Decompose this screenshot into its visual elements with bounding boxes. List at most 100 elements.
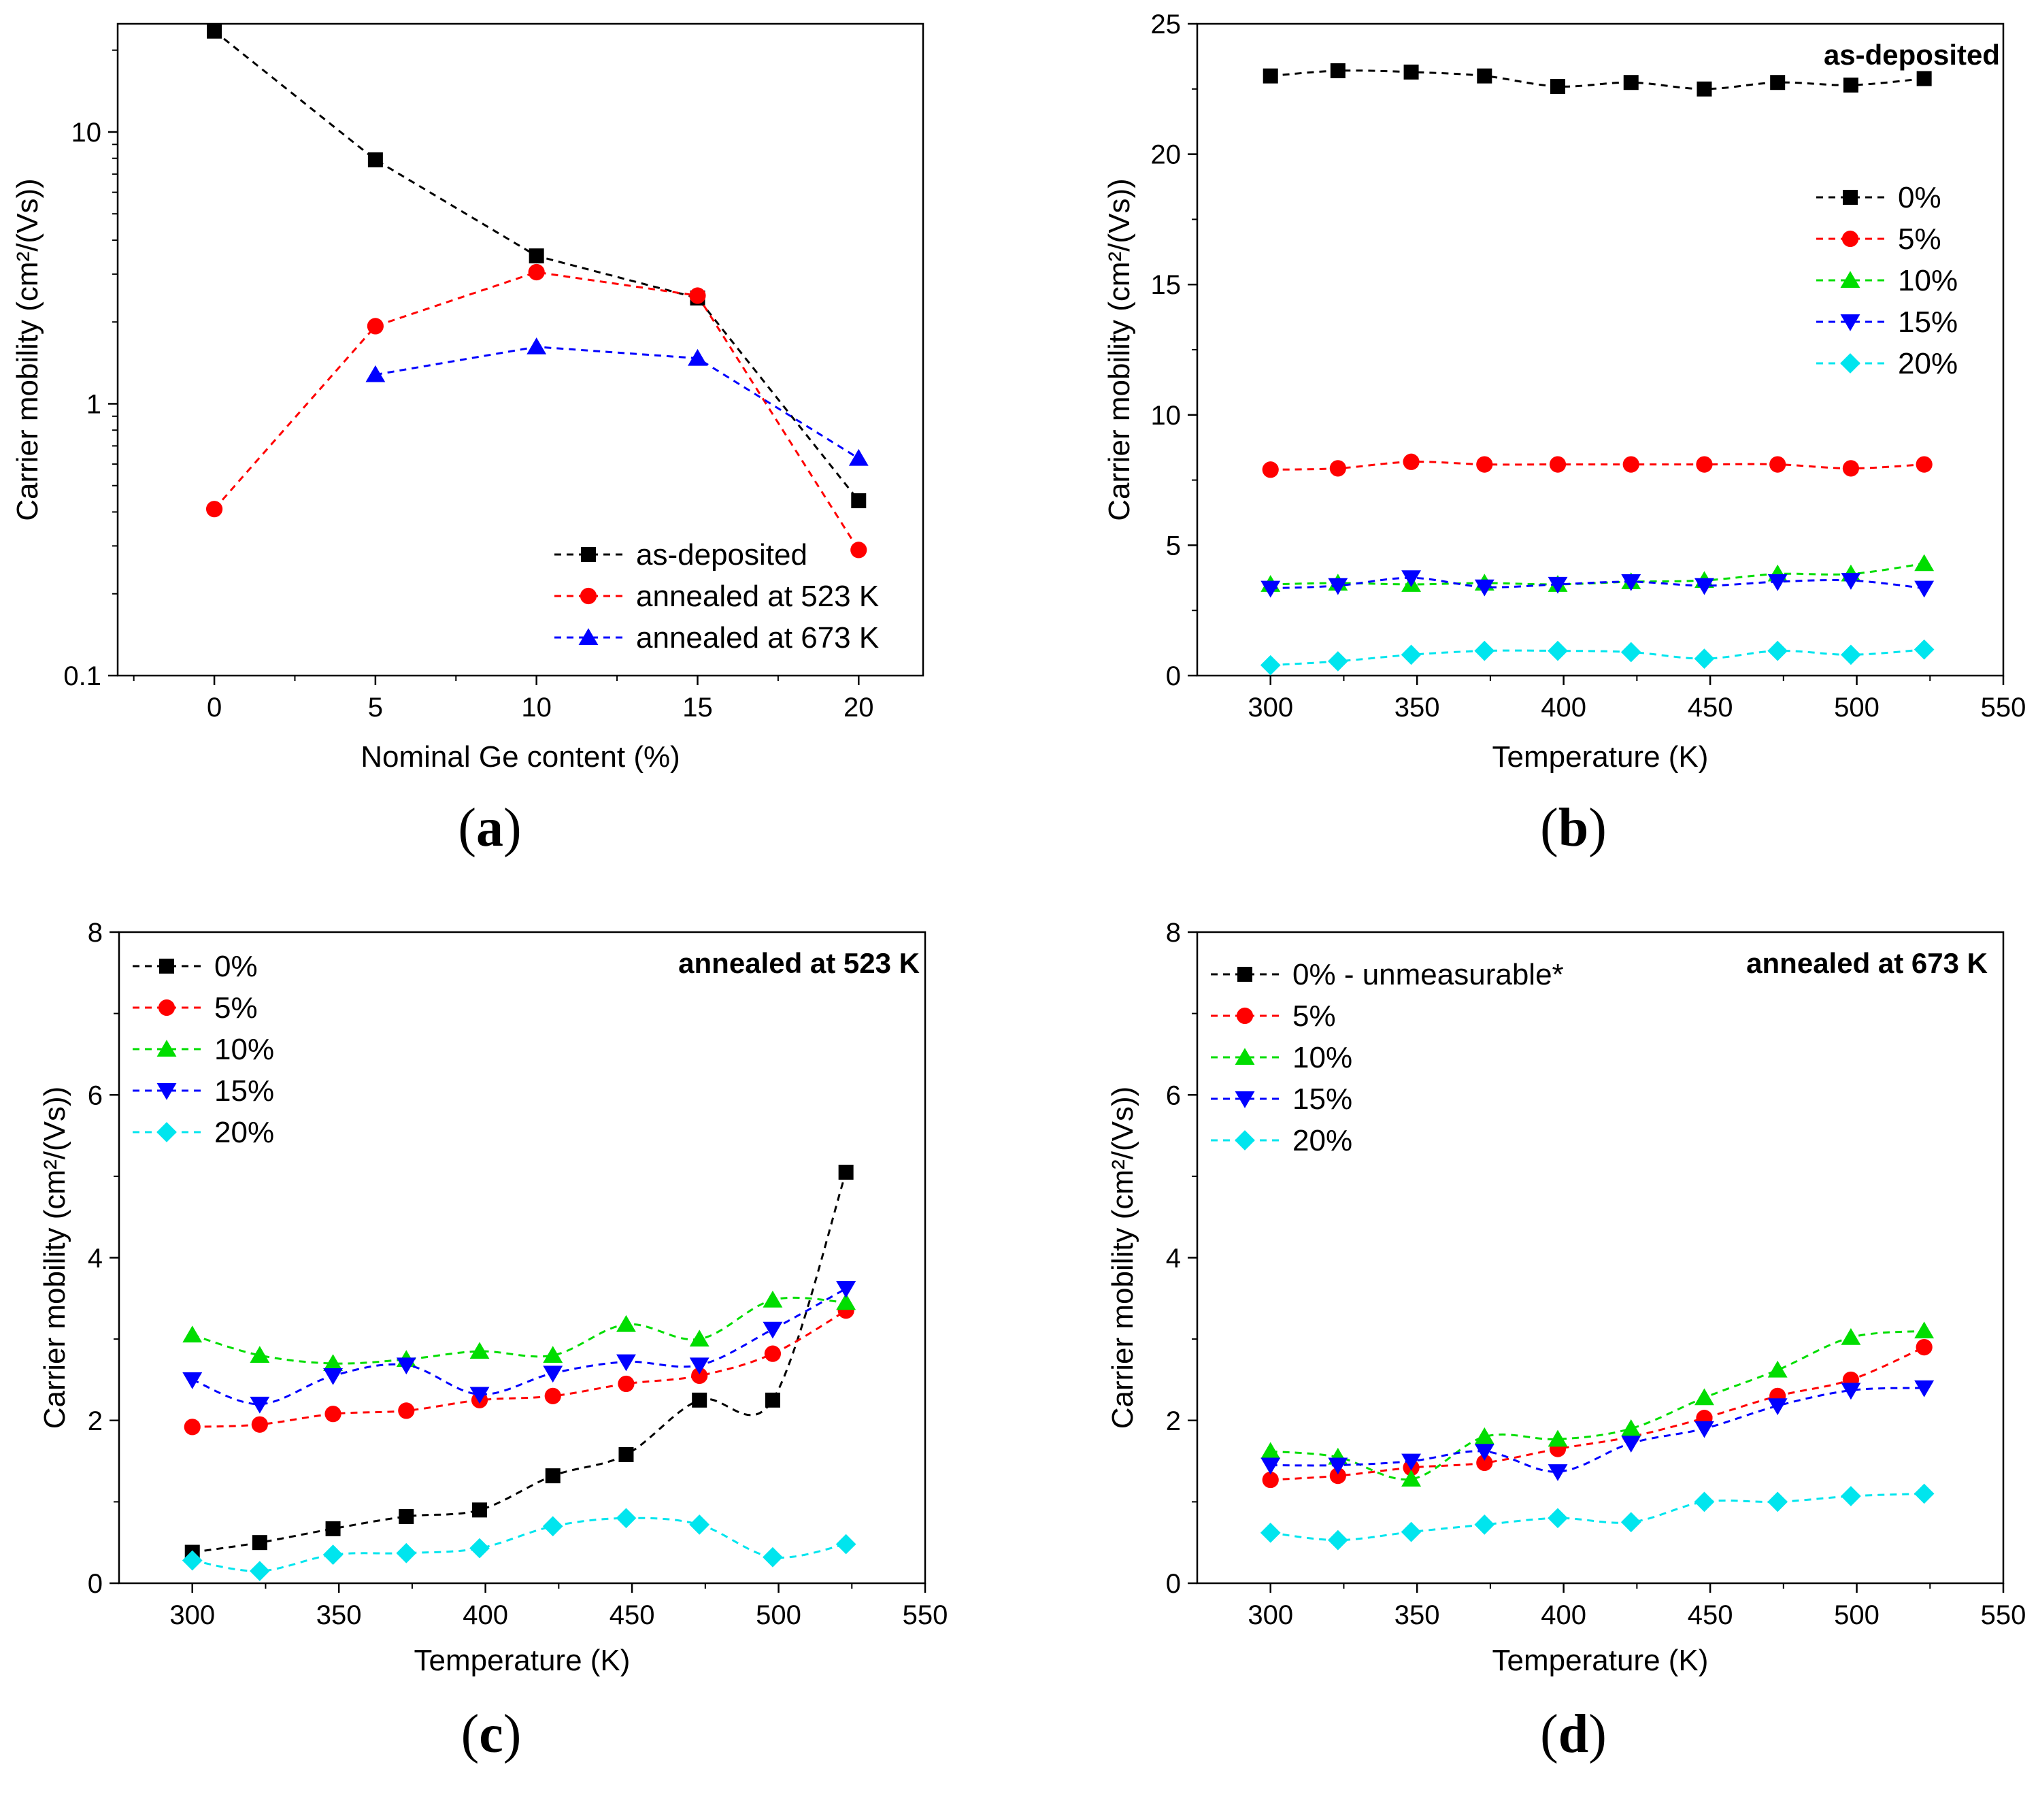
chart-panel-d: 300 350 400 450 500 550 0 2 4 6 8 Temperature (K) Ca…: [1106, 918, 2026, 1764]
legend-marker: [1237, 967, 1252, 982]
data-point: [1841, 1327, 1861, 1345]
data-point: [1260, 1442, 1281, 1459]
legend-label: 5%: [214, 991, 258, 1025]
data-point: [1403, 453, 1420, 470]
data-point: [1327, 651, 1348, 672]
data-point: [1621, 1419, 1641, 1436]
data-point: [543, 1366, 563, 1383]
data-point: [763, 1321, 783, 1339]
legend-marker: [159, 959, 174, 974]
data-point: [249, 1561, 270, 1581]
series-line-3: [192, 1287, 847, 1406]
data-point: [1697, 81, 1712, 97]
data-point: [1623, 75, 1639, 90]
y-tick-label: 6: [1166, 1080, 1181, 1110]
data-point: [323, 1368, 344, 1385]
data-point: [1548, 640, 1568, 661]
panel-tag-open: (: [461, 1704, 480, 1764]
x-tick-label: 300: [1248, 693, 1293, 723]
series-line-1: [213, 271, 860, 551]
series-line-1: [192, 1310, 847, 1428]
data-point: [1401, 1470, 1422, 1487]
data-point: [182, 1550, 203, 1571]
y-tick-label: 20: [1151, 140, 1182, 170]
data-point: [836, 1293, 856, 1310]
legend-marker: [1841, 230, 1859, 248]
data-point: [1477, 68, 1492, 84]
panel-tag-letter: a: [476, 798, 503, 858]
data-point: [182, 1325, 203, 1343]
legend-label: annealed at 523 K: [636, 580, 879, 613]
data-point: [528, 263, 545, 281]
data-point: [616, 1354, 636, 1372]
data-point: [1476, 1454, 1493, 1472]
data-point: [1916, 71, 1932, 86]
data-point: [1327, 1529, 1348, 1551]
legend-marker: [1235, 1048, 1255, 1065]
data-point: [689, 1515, 710, 1535]
chart-title: as-deposited: [1824, 39, 2000, 71]
x-tick-label: 550: [1981, 1600, 2026, 1630]
data-point: [618, 1446, 634, 1462]
legend-marker: [1840, 271, 1860, 288]
data-point: [1474, 1427, 1494, 1444]
data-point: [182, 1372, 203, 1389]
y-tick-label: 0.1: [63, 661, 101, 691]
legend-marker: [1843, 190, 1858, 205]
legend-marker: [156, 1040, 177, 1057]
panel-tag-open: (: [1540, 1704, 1558, 1764]
panel-tag-close: ): [1588, 1704, 1607, 1764]
legend-label: 0% - unmeasurable*: [1292, 958, 1564, 991]
data-point: [1841, 573, 1861, 590]
data-point: [205, 501, 223, 518]
data-point: [543, 1346, 563, 1363]
data-point: [1260, 580, 1281, 598]
x-tick-label: 350: [316, 1600, 362, 1630]
data-point: [836, 1280, 856, 1298]
legend-label: 20%: [214, 1116, 274, 1149]
data-point: [1401, 644, 1422, 665]
legend-label: 0%: [214, 950, 258, 983]
panel-tag: (d): [1540, 1704, 1607, 1764]
data-point: [1769, 456, 1786, 473]
legend-label: 5%: [1292, 999, 1336, 1033]
data-point: [324, 1406, 341, 1423]
data-point: [396, 1357, 416, 1375]
panel-tag-open: (: [458, 798, 476, 858]
series-line-0: [192, 1172, 848, 1554]
data-point: [1263, 68, 1278, 84]
data-point: [1403, 64, 1419, 80]
y-tick-label: 10: [1151, 401, 1182, 431]
data-point: [1401, 1521, 1422, 1542]
y-axis-label: Carrier mobility (cm²/(Vs)): [1103, 178, 1136, 521]
data-point: [207, 23, 222, 39]
legend-label: 20%: [1292, 1124, 1352, 1157]
data-point: [1770, 75, 1786, 90]
y-tick-label: 10: [71, 118, 102, 148]
data-point: [1843, 78, 1858, 93]
x-axis-label: Temperature (K): [414, 1644, 631, 1677]
data-point: [763, 1290, 783, 1308]
data-point: [545, 1468, 561, 1484]
series-line-2: [192, 1296, 846, 1365]
panel-tag: (b): [1540, 798, 1607, 858]
x-tick-label: 550: [903, 1600, 948, 1630]
data-point: [1767, 1398, 1788, 1415]
data-point: [469, 1387, 490, 1404]
data-point: [322, 1544, 344, 1565]
data-point: [544, 1387, 561, 1404]
data-point: [529, 248, 544, 264]
data-point: [1842, 460, 1860, 477]
y-tick-label: 8: [1166, 918, 1181, 948]
data-point: [1841, 644, 1861, 665]
plot-frame: [1196, 22, 2005, 677]
data-point: [765, 1392, 780, 1408]
panel-tag-letter: d: [1558, 1704, 1589, 1764]
series-line-4: [1270, 648, 1924, 667]
panel-tag-open: (: [1540, 798, 1558, 858]
panel-tag: (c): [461, 1704, 522, 1764]
data-point: [1914, 554, 1935, 572]
data-point: [1548, 1508, 1568, 1529]
data-point: [689, 287, 706, 304]
